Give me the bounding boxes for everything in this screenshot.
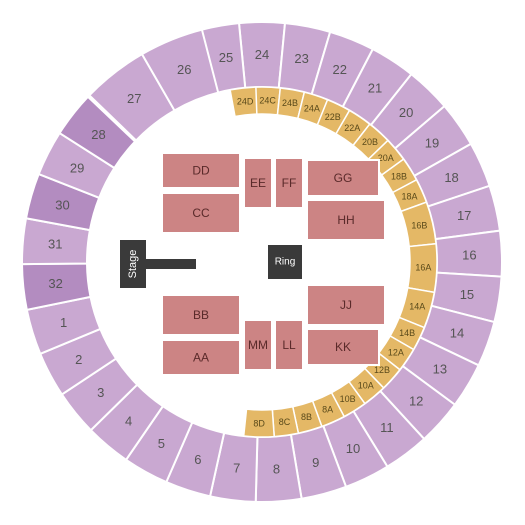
middle-label-10A: 10A bbox=[358, 381, 374, 391]
middle-label-24B: 24B bbox=[282, 98, 298, 108]
outer-label-4: 4 bbox=[125, 413, 132, 428]
middle-label-18B: 18B bbox=[391, 171, 407, 181]
middle-label-24D: 24D bbox=[237, 96, 254, 106]
outer-label-22: 22 bbox=[332, 62, 346, 77]
outer-label-6: 6 bbox=[194, 452, 201, 467]
outer-label-11: 11 bbox=[380, 420, 394, 435]
outer-label-26: 26 bbox=[177, 62, 191, 77]
outer-label-8: 8 bbox=[273, 461, 280, 476]
outer-label-2: 2 bbox=[75, 352, 82, 367]
outer-label-21: 21 bbox=[368, 80, 382, 95]
middle-label-22A: 22A bbox=[344, 123, 360, 133]
middle-label-14B: 14B bbox=[399, 328, 415, 338]
outer-label-20: 20 bbox=[399, 105, 413, 120]
outer-label-27: 27 bbox=[127, 91, 141, 106]
stage-runway bbox=[146, 259, 196, 269]
outer-label-3: 3 bbox=[97, 385, 104, 400]
middle-label-24A: 24A bbox=[304, 103, 320, 113]
floor-label-MM: MM bbox=[248, 338, 268, 352]
outer-label-23: 23 bbox=[294, 51, 308, 66]
outer-label-30: 30 bbox=[55, 197, 69, 212]
floor-label-CC: CC bbox=[192, 206, 210, 220]
outer-label-18: 18 bbox=[444, 170, 458, 185]
floor-label-JJ: JJ bbox=[340, 298, 352, 312]
outer-label-5: 5 bbox=[158, 436, 165, 451]
outer-label-29: 29 bbox=[70, 160, 84, 175]
middle-label-12A: 12A bbox=[388, 347, 404, 357]
middle-label-20A: 20A bbox=[378, 153, 394, 163]
outer-label-16: 16 bbox=[462, 247, 476, 262]
ring-label: Ring bbox=[275, 257, 296, 268]
outer-label-17: 17 bbox=[457, 208, 471, 223]
outer-label-15: 15 bbox=[460, 287, 474, 302]
outer-label-25: 25 bbox=[219, 50, 233, 65]
outer-label-7: 7 bbox=[233, 460, 240, 475]
outer-label-24: 24 bbox=[255, 47, 269, 62]
outer-label-12: 12 bbox=[409, 393, 423, 408]
outer-label-19: 19 bbox=[425, 135, 439, 150]
middle-label-12B: 12B bbox=[374, 365, 390, 375]
middle-label-16A: 16A bbox=[415, 263, 431, 273]
middle-label-22B: 22B bbox=[325, 112, 341, 122]
middle-label-8D: 8D bbox=[253, 418, 265, 428]
middle-label-8A: 8A bbox=[322, 405, 333, 415]
arena-seating-chart: 2423222120191817161514131211109876543213… bbox=[0, 0, 525, 525]
floor-label-FF: FF bbox=[282, 176, 297, 190]
middle-label-18A: 18A bbox=[402, 191, 418, 201]
middle-label-16B: 16B bbox=[411, 221, 427, 231]
floor-label-GG: GG bbox=[334, 171, 353, 185]
outer-label-32: 32 bbox=[48, 276, 62, 291]
outer-label-1: 1 bbox=[60, 315, 67, 330]
middle-label-24C: 24C bbox=[259, 96, 276, 106]
floor-label-HH: HH bbox=[337, 213, 354, 227]
floor-label-DD: DD bbox=[192, 164, 210, 178]
outer-label-28: 28 bbox=[91, 127, 105, 142]
outer-label-14: 14 bbox=[450, 325, 464, 340]
outer-label-13: 13 bbox=[433, 361, 447, 376]
floor-label-EE: EE bbox=[250, 176, 266, 190]
stage-label: Stage bbox=[127, 250, 139, 279]
outer-label-10: 10 bbox=[346, 441, 360, 456]
middle-label-20B: 20B bbox=[362, 137, 378, 147]
outer-label-9: 9 bbox=[312, 455, 319, 470]
floor-label-LL: LL bbox=[282, 338, 296, 352]
outer-label-31: 31 bbox=[48, 236, 62, 251]
floor-label-KK: KK bbox=[335, 340, 351, 354]
middle-label-8C: 8C bbox=[279, 417, 291, 427]
middle-label-10B: 10B bbox=[340, 394, 356, 404]
floor-label-AA: AA bbox=[193, 351, 209, 365]
floor-label-BB: BB bbox=[193, 308, 209, 322]
middle-label-8B: 8B bbox=[301, 412, 312, 422]
middle-label-14A: 14A bbox=[409, 302, 425, 312]
